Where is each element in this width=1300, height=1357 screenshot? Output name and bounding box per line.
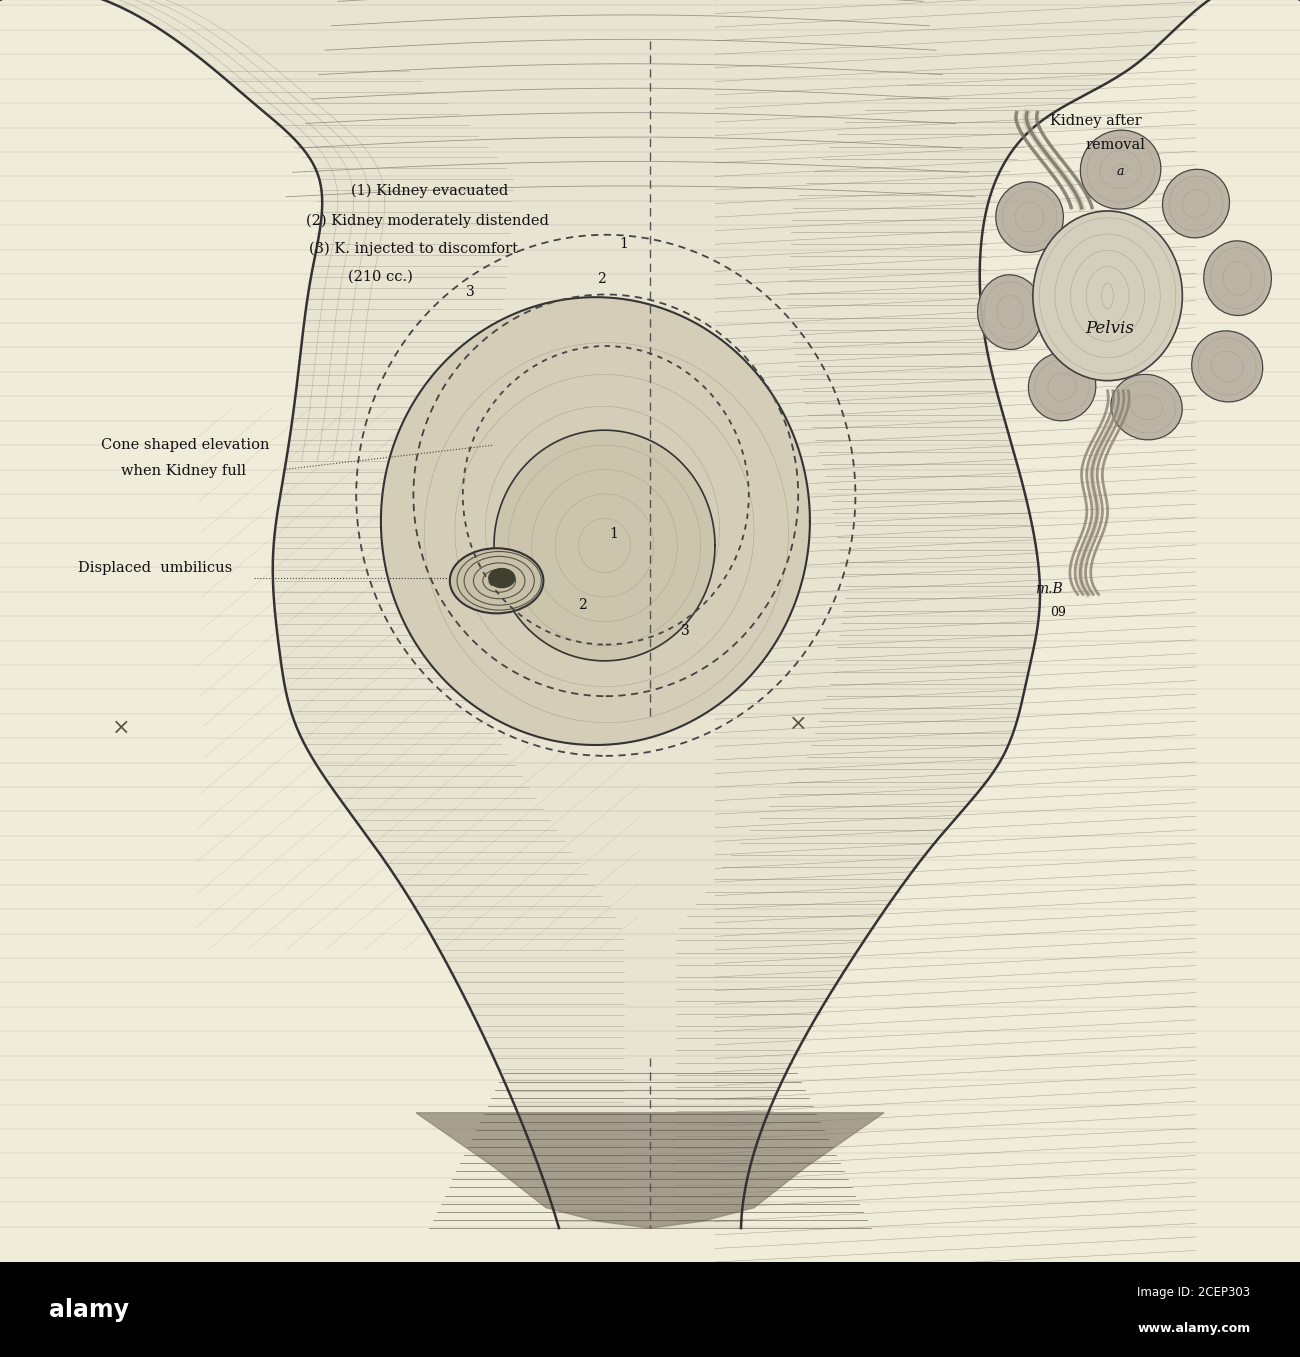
Polygon shape [381,297,810,745]
Ellipse shape [996,182,1063,252]
Text: ×: × [789,712,807,734]
Text: alamy: alamy [49,1297,130,1322]
Text: www.alamy.com: www.alamy.com [1138,1322,1251,1335]
Ellipse shape [1162,170,1230,237]
Polygon shape [416,1113,884,1228]
Ellipse shape [978,275,1043,349]
Polygon shape [0,0,1300,1228]
Text: Pelvis: Pelvis [1086,319,1135,337]
Text: (210 cc.): (210 cc.) [348,270,413,284]
Text: Cone shaped elevation: Cone shaped elevation [101,438,270,452]
Text: Image ID: 2CEP303: Image ID: 2CEP303 [1138,1286,1251,1299]
Ellipse shape [1204,242,1271,315]
Text: 09: 09 [1050,605,1066,619]
Text: Kidney after: Kidney after [1050,114,1143,128]
Ellipse shape [450,548,543,613]
Text: (3) K. injected to discomfort: (3) K. injected to discomfort [309,242,519,256]
Text: 2: 2 [598,273,606,286]
Text: 1: 1 [620,237,628,251]
Text: ×: × [112,716,130,738]
Text: Displaced  umbilicus: Displaced umbilicus [78,562,233,575]
Ellipse shape [1112,375,1182,440]
Text: m.B: m.B [1035,582,1062,596]
Text: 3: 3 [467,285,474,299]
Ellipse shape [1192,331,1262,402]
Ellipse shape [1028,353,1096,421]
Text: (1) Kidney evacuated: (1) Kidney evacuated [351,183,508,198]
Ellipse shape [1032,212,1183,381]
Text: 3: 3 [681,624,689,638]
Text: (2) Kidney moderately distended: (2) Kidney moderately distended [306,213,549,228]
Polygon shape [494,430,715,661]
Ellipse shape [489,569,515,588]
Ellipse shape [1080,130,1161,209]
Text: 1: 1 [610,528,617,541]
Bar [0,1262,1300,1357]
Text: when Kidney full: when Kidney full [121,464,246,478]
Text: a: a [1117,164,1124,178]
Text: 2: 2 [578,598,586,612]
Text: removal: removal [1086,138,1145,152]
